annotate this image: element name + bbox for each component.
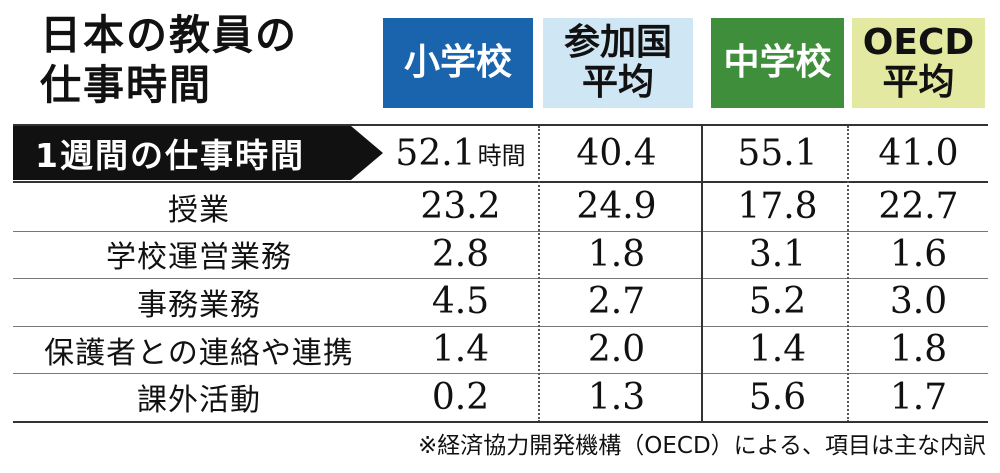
row-divider bbox=[13, 278, 988, 280]
table-cell: 1.3 bbox=[587, 376, 646, 418]
total-participant-average-value: 40.4 bbox=[576, 132, 657, 174]
table-cell: 2.8 bbox=[431, 233, 490, 275]
total-junior-high-cell: 55.1 bbox=[711, 126, 844, 180]
table-cell: 4.5 bbox=[431, 281, 490, 323]
total-row-bottom-rule bbox=[13, 181, 988, 183]
total-elementary-value: 52.1 bbox=[395, 132, 476, 174]
table-cell: 1.6 bbox=[889, 233, 948, 275]
header-oecd-average-line-2: 平均 bbox=[882, 62, 955, 103]
table-cell: 0.2 bbox=[431, 376, 490, 418]
header-junior-high: 中学校 bbox=[711, 18, 844, 108]
total-junior-high-value: 55.1 bbox=[737, 132, 818, 174]
divider-school-levels bbox=[701, 126, 703, 422]
header-participant-average-line-1: 参加国 bbox=[563, 22, 672, 63]
table-cell: 1.8 bbox=[587, 233, 646, 275]
table-cell: 22.7 bbox=[878, 186, 959, 228]
row-divider bbox=[13, 373, 988, 375]
row-divider bbox=[13, 325, 988, 327]
row-label: 学校運営業務 bbox=[106, 240, 292, 276]
divider-elementary bbox=[538, 126, 540, 422]
row-label: 事務業務 bbox=[137, 287, 261, 323]
table-cell: 1.7 bbox=[889, 376, 948, 418]
row-label: 授業 bbox=[168, 192, 230, 228]
top-rule bbox=[13, 124, 988, 126]
header-elementary-label: 小学校 bbox=[403, 42, 512, 83]
table-cell: 1.8 bbox=[889, 329, 948, 371]
table-cell: 5.6 bbox=[748, 376, 807, 418]
table-cell: 1.4 bbox=[431, 329, 490, 371]
title-line-2: 仕事時間 bbox=[40, 61, 212, 109]
total-row-label-band: 1週間の仕事時間 bbox=[13, 126, 383, 180]
table-cell: 2.7 bbox=[587, 281, 646, 323]
table-cell: 23.2 bbox=[420, 186, 501, 228]
total-unit: 時間 bbox=[477, 141, 526, 170]
table-cell: 5.2 bbox=[748, 281, 807, 323]
row-divider bbox=[13, 230, 988, 232]
row-label: 課外活動 bbox=[137, 383, 261, 419]
header-participant-average: 参加国 平均 bbox=[543, 18, 693, 108]
header-oecd-average-line-1: OECD bbox=[862, 22, 975, 63]
title-line-1: 日本の教員の bbox=[40, 11, 298, 59]
table-cell: 2.0 bbox=[587, 329, 646, 371]
row-label: 保護者との連絡や連携 bbox=[44, 335, 354, 371]
table-cell: 3.1 bbox=[748, 233, 807, 275]
table-cell: 1.4 bbox=[748, 329, 807, 371]
total-oecd-average-value: 41.0 bbox=[878, 132, 959, 174]
table-cell: 17.8 bbox=[737, 186, 818, 228]
table-title: 日本の教員の 仕事時間 bbox=[40, 10, 360, 110]
table-cell: 3.0 bbox=[889, 281, 948, 323]
divider-junior-high bbox=[847, 126, 849, 422]
total-elementary-cell: 52.1 時間 bbox=[383, 126, 538, 180]
header-oecd-average: OECD 平均 bbox=[852, 18, 985, 108]
total-oecd-average-cell: 41.0 bbox=[852, 126, 985, 180]
total-row-label: 1週間の仕事時間 bbox=[35, 136, 305, 175]
total-participant-average-cell: 40.4 bbox=[540, 126, 693, 180]
header-junior-high-label: 中学校 bbox=[723, 42, 832, 83]
header-elementary: 小学校 bbox=[383, 18, 533, 108]
bottom-rule bbox=[13, 421, 988, 423]
footnote: ※経済協力開発機構（OECD）による、項目は主な内訳 bbox=[418, 433, 986, 459]
table-cell: 24.9 bbox=[576, 186, 657, 228]
header-participant-average-line-2: 平均 bbox=[581, 62, 654, 103]
